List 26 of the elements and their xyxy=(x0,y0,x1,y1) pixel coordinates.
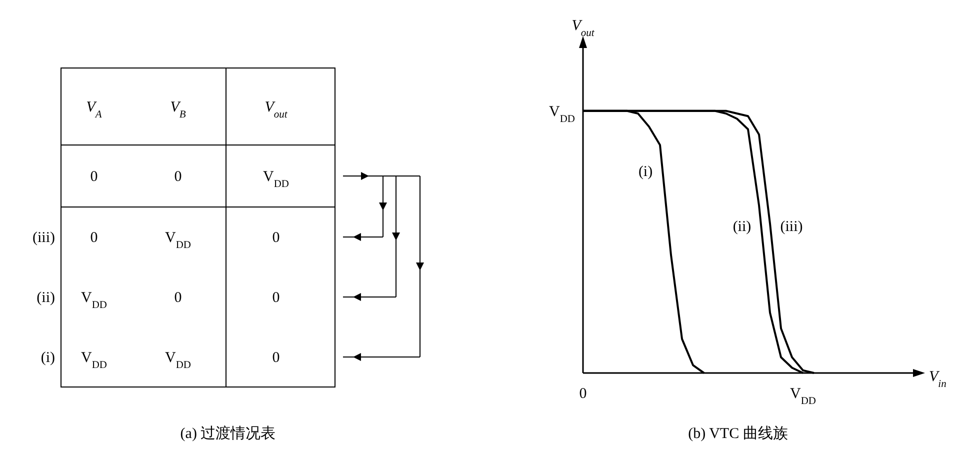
y-axis-title: V$_{out}$ xyxy=(572,18,596,38)
series-label: (iii) xyxy=(780,219,803,236)
text: V$_{DD}$ xyxy=(80,290,108,310)
text: V$_{DD}$ xyxy=(164,230,192,250)
text: 0 xyxy=(90,169,98,185)
series-label: (i) xyxy=(638,164,653,180)
category-label: V$_{B}$ xyxy=(170,100,186,120)
text: 0 xyxy=(272,350,280,366)
text: 0 xyxy=(174,290,182,306)
text: V$_{DD}$ xyxy=(548,104,576,124)
x-axis-title: V$_{in}$ xyxy=(929,369,946,390)
text: 0 xyxy=(272,230,280,246)
text: 0 xyxy=(90,230,98,246)
text: V$_{DD}$ xyxy=(164,350,192,370)
series-label: (ii) xyxy=(732,219,752,236)
category-label: (ii) xyxy=(36,290,55,306)
text: (a) 过渡情况表 xyxy=(180,425,276,442)
text: 0 xyxy=(174,169,182,185)
category-label: V$_{out}$ xyxy=(264,100,288,120)
text: 0 xyxy=(272,290,280,306)
text: V$_{DD}$ xyxy=(262,169,290,190)
text: V$_{DD}$ xyxy=(80,350,108,370)
category-label: V$_{A}$ xyxy=(86,100,102,120)
category-label: (iii) xyxy=(32,230,55,246)
text: (b) VTC 曲线族 xyxy=(688,425,788,442)
category-label: (i) xyxy=(40,350,55,366)
